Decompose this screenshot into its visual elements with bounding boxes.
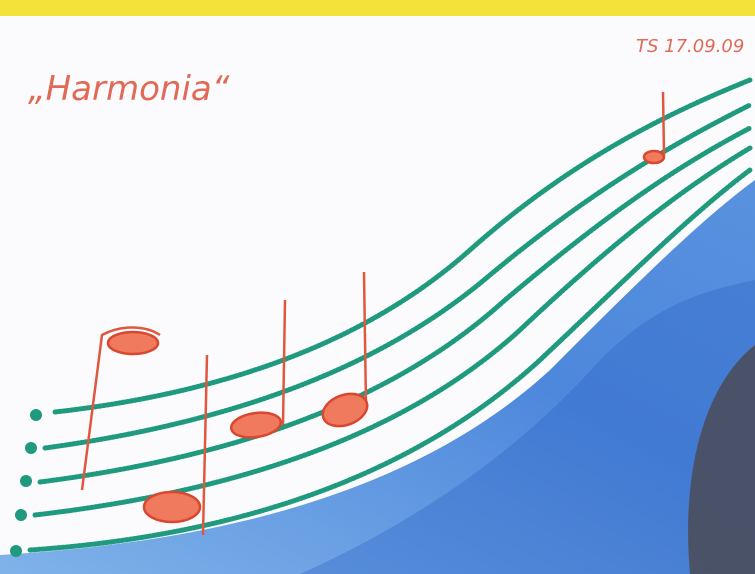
staff-line: [32, 145, 753, 518]
dot: [30, 409, 42, 421]
staff-line: [27, 167, 753, 553]
staff-line: [52, 77, 753, 415]
notes: [80, 91, 666, 536]
note-head: [106, 330, 160, 356]
blue-area: [0, 180, 755, 574]
note-head: [229, 411, 283, 439]
dot: [15, 509, 27, 521]
note-stem: [201, 354, 209, 536]
dot: [20, 475, 32, 487]
note-head: [321, 392, 369, 428]
yellow-edge: [0, 0, 755, 16]
dots: [10, 409, 42, 557]
note-stem: [281, 299, 287, 426]
note-head: [142, 490, 202, 524]
note-stem: [661, 91, 666, 156]
dot: [10, 545, 22, 557]
staff: [27, 77, 753, 553]
title: „Harmonia“: [28, 69, 230, 109]
note-stem: [80, 326, 161, 491]
signature: TS 17.09.09: [636, 36, 744, 57]
note-head: [642, 149, 666, 165]
blue-shade: [300, 280, 755, 574]
dark-area: [688, 345, 755, 574]
dot: [25, 442, 37, 454]
note-stem: [362, 271, 368, 406]
